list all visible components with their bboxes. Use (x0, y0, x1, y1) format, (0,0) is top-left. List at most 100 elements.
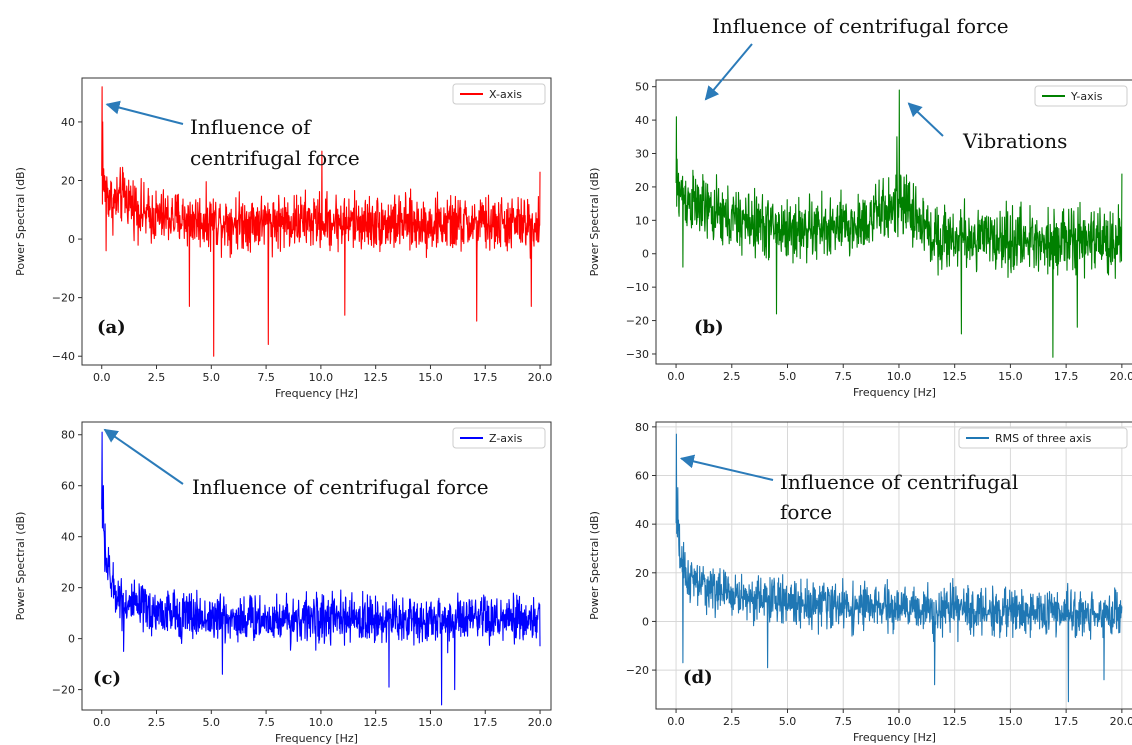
x-tick-label: 5.0 (779, 715, 797, 728)
figure-annotation-text: Influence of centrifugal force (712, 14, 1009, 38)
y-axis-label: Power Spectral (dB) (588, 511, 601, 620)
series-line-x-axis (101, 86, 541, 357)
y-tick-label: 20 (635, 567, 649, 580)
legend-entry: RMS of three axis (995, 432, 1092, 445)
x-tick-label: 2.5 (723, 370, 741, 383)
x-axis-label: Frequency [Hz] (275, 732, 358, 745)
panel-label: (a) (97, 317, 126, 338)
annotation-text: Influence of centrifugal force (192, 475, 489, 499)
y-tick-label: 40 (61, 116, 75, 129)
y-tick-label: 10 (635, 214, 649, 227)
x-tick-label: 17.5 (473, 716, 498, 729)
panel-label: (c) (93, 668, 121, 689)
legend-box (958, 427, 1128, 449)
y-tick-label: 40 (61, 531, 75, 544)
x-axis-label: Frequency [Hz] (853, 386, 936, 399)
x-tick-label: 0.0 (93, 716, 111, 729)
x-tick-label: 20.0 (528, 716, 553, 729)
chart-panel-2: 0.0 2.5 5.0 7.5 10.0 12.5 15.0 17.5 20.0 −30 −20 −1… (588, 79, 1132, 399)
annotation: Influence of centrifugal force (679, 454, 1018, 524)
chart-panel-4: 0.0 2.5 5.0 7.5 10.0 12.5 15.0 17.5 20.0 −20 0 20 40… (588, 421, 1132, 744)
annotation: Influence of centrifugal force (105, 100, 360, 170)
legend: RMS of three axis (958, 427, 1128, 449)
y-tick-label: 80 (635, 421, 649, 434)
x-tick-label: 0.0 (93, 371, 111, 384)
x-tick-label: 2.5 (723, 715, 741, 728)
x-tick-label: 12.5 (363, 371, 388, 384)
y-tick-label: 40 (635, 114, 649, 127)
y-tick-label: −10 (626, 281, 649, 294)
x-tick-label: 12.5 (942, 715, 967, 728)
y-tick-label: −20 (52, 684, 75, 697)
y-axis-label: Power Spectral (dB) (14, 167, 27, 276)
y-tick-label: −20 (626, 315, 649, 328)
y-tick-label: 40 (635, 518, 649, 531)
x-tick-label: 17.5 (1054, 715, 1079, 728)
x-tick-label: 17.5 (473, 371, 498, 384)
x-tick-label: 20.0 (1110, 370, 1132, 383)
plot-frame (655, 421, 1132, 710)
legend: Z-axis (452, 427, 546, 449)
chart-panel-1: 0.0 2.5 5.0 7.5 10.0 12.5 15.0 17.5 20.0 −40 −20 0 2… (14, 77, 553, 400)
annotation-text: force (780, 500, 832, 524)
x-tick-label: 20.0 (528, 371, 553, 384)
legend: X-axis (452, 83, 546, 105)
y-tick-label: 0 (68, 233, 75, 246)
panel-label: (b) (694, 317, 724, 338)
x-tick-label: 5.0 (203, 716, 221, 729)
plot-frame (655, 79, 1132, 365)
series-line-z-axis (101, 431, 541, 706)
legend-entry: Z-axis (489, 432, 523, 445)
annotation-arrow (103, 428, 184, 485)
x-tick-label: 10.0 (887, 715, 912, 728)
legend-box (1034, 85, 1128, 107)
x-tick-label: 10.0 (887, 370, 912, 383)
annotation-text: Influence of centrifugal (780, 470, 1018, 494)
y-tick-label: −20 (626, 664, 649, 677)
x-tick-label: 10.0 (309, 371, 334, 384)
x-tick-label: 10.0 (309, 716, 334, 729)
figure-annotations: Influence of centrifugal force (704, 14, 1009, 101)
y-tick-label: 0 (68, 633, 75, 646)
x-tick-label: 7.5 (834, 370, 852, 383)
x-tick-label: 7.5 (257, 716, 275, 729)
series-line-y-axis (675, 89, 1123, 358)
y-tick-label: 0 (642, 248, 649, 261)
x-tick-label: 7.5 (834, 715, 852, 728)
annotation: Influence of centrifugal force (103, 428, 489, 499)
x-tick-label: 15.0 (998, 370, 1023, 383)
x-tick-label: 17.5 (1054, 370, 1079, 383)
y-tick-label: 50 (635, 81, 649, 94)
legend-entry: X-axis (489, 88, 522, 101)
y-tick-label: 60 (635, 470, 649, 483)
annotation-text: Influence of (190, 115, 312, 139)
x-tick-label: 7.5 (257, 371, 275, 384)
annotation-text: Vibrations (962, 129, 1067, 153)
plot-frame (81, 421, 552, 711)
legend: Y-axis (1034, 85, 1128, 107)
legend-box (452, 427, 546, 449)
x-tick-label: 15.0 (998, 715, 1023, 728)
x-axis-label: Frequency [Hz] (275, 387, 358, 400)
y-tick-label: 0 (642, 615, 649, 628)
y-tick-label: −20 (52, 292, 75, 305)
x-axis-label: Frequency [Hz] (853, 731, 936, 744)
y-tick-label: −40 (52, 350, 75, 363)
plot-frame (81, 77, 552, 366)
x-tick-label: 0.0 (667, 715, 685, 728)
y-axis-label: Power Spectral (dB) (14, 512, 27, 621)
x-tick-label: 12.5 (363, 716, 388, 729)
x-tick-label: 5.0 (779, 370, 797, 383)
annotation-arrow (105, 100, 184, 125)
x-tick-label: 15.0 (418, 716, 443, 729)
y-tick-label: −30 (626, 348, 649, 361)
legend-entry: Y-axis (1070, 90, 1103, 103)
series-line-rms-of-three-axis (675, 433, 1123, 703)
figure-annotation-arrow (704, 43, 753, 101)
panel-label: (d) (683, 667, 713, 688)
x-tick-label: 20.0 (1110, 715, 1132, 728)
annotation-arrow (907, 102, 944, 137)
y-tick-label: 20 (61, 582, 75, 595)
chart-panel-3: 0.0 2.5 5.0 7.5 10.0 12.5 15.0 17.5 20.0 −20 0 20 40… (14, 421, 553, 745)
legend-box (452, 83, 546, 105)
